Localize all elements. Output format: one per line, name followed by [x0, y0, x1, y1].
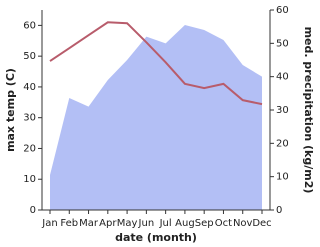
y-tick-label: 60 — [23, 20, 36, 31]
y2-axis-label: med. precipitation (kg/m2) — [302, 27, 315, 194]
x-tick-label: Nov — [233, 218, 253, 229]
temperature-line — [49, 21, 263, 106]
x-tick-label: Jul — [159, 218, 172, 229]
y2-tick-label: 20 — [276, 138, 289, 149]
x-tick-label: Jan — [41, 218, 57, 229]
y-tick-label: 20 — [23, 143, 36, 154]
y-tick-label: 50 — [23, 51, 36, 62]
x-tick-label: May — [117, 218, 138, 229]
y-tick-label: 30 — [23, 113, 36, 124]
x-tick-label: Oct — [215, 218, 232, 229]
precipitation-area — [50, 25, 262, 210]
x-tick-label: Apr — [99, 218, 117, 229]
y2-tick-label: 60 — [276, 5, 289, 16]
y2-tick-label: 0 — [276, 205, 282, 216]
y-tick-label: 0 — [30, 205, 36, 216]
y2-tick-label: 10 — [276, 172, 289, 183]
x-tick-label: Jun — [138, 218, 155, 229]
y-tick-label: 10 — [23, 174, 36, 185]
y-tick-label: 40 — [23, 82, 36, 93]
x-tick-label: Feb — [60, 218, 78, 229]
x-tick-label: Dec — [252, 218, 271, 229]
y2-tick-label: 30 — [276, 105, 289, 116]
y2-tick-label: 40 — [276, 72, 289, 83]
y-axis-label: max temp (C) — [4, 68, 17, 152]
x-tick-label: Aug — [175, 218, 195, 229]
x-axis-label: date (month) — [115, 231, 197, 244]
x-tick-label: Sep — [195, 218, 214, 229]
x-tick-label: Mar — [79, 218, 99, 229]
y2-tick-label: 50 — [276, 38, 289, 49]
